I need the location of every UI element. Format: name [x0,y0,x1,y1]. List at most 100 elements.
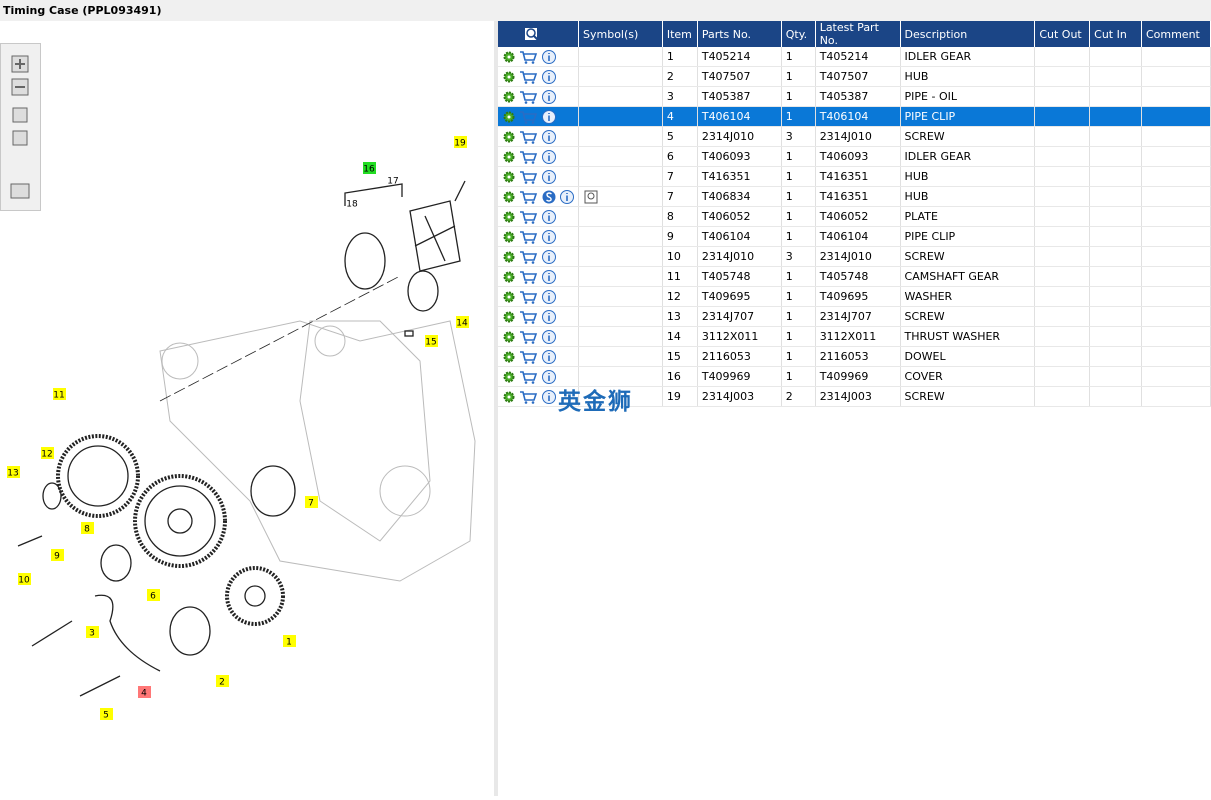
callout-label[interactable]: 4 [141,689,147,699]
column-header[interactable]: Item [662,21,698,47]
cart-wheel [531,200,535,204]
table-row[interactable]: 19 2314J003 2 2314J003 SCREW [498,386,1211,407]
cell: 1 [781,346,816,367]
cell: 1 [781,47,816,67]
callout-label[interactable]: 19 [454,139,466,149]
column-header[interactable]: Description [900,21,1036,47]
cart-icon [520,250,538,261]
column-header[interactable]: Cut In [1089,21,1142,47]
callout-label[interactable]: 6 [150,592,156,602]
gear-hole [507,55,511,58]
symbol-cell [578,246,663,267]
callout-box [138,686,151,698]
callout-label[interactable]: 7 [308,499,314,509]
actions-cell [498,186,579,207]
cart-wheel [524,180,528,184]
empty-cell [1141,326,1211,347]
gear-icon [503,371,515,382]
gear-icon [503,111,515,122]
table-row[interactable]: 2 T407507 1 T407507 HUB [498,66,1211,87]
cell: 2116053 [697,346,782,367]
callout-label[interactable]: 11 [53,391,64,401]
search-header[interactable] [498,21,579,47]
cart-icon [520,150,538,161]
callout-label[interactable]: 2 [219,678,225,688]
cart-wheel [531,120,535,124]
table-row[interactable]: 14 3112X011 1 3112X011 THRUST WASHER [498,326,1211,347]
table-row[interactable]: 4 T406104 1 T406104 PIPE CLIP [498,106,1211,127]
gear-icon [503,191,515,202]
fit-all[interactable] [12,107,28,123]
cell: SCREW [900,386,1036,407]
actions-cell [498,206,579,227]
row-icons [503,89,556,104]
table-row[interactable]: 9 T406104 1 T406104 PIPE CLIP [498,226,1211,247]
callout-label[interactable]: 3 [89,629,95,639]
table-row[interactable]: 13 2314J707 1 2314J707 SCREW [498,306,1211,327]
table-row[interactable]: 11 T405748 1 T405748 CAMSHAFT GEAR [498,266,1211,287]
row-icons [503,289,556,304]
cell: 1 [781,286,816,307]
callout-label[interactable]: 8 [84,525,90,535]
column-header[interactable]: Cut Out [1034,21,1091,47]
gear-icon [503,291,515,302]
callout-label[interactable]: 15 [425,338,436,348]
callout-label[interactable]: 14 [456,319,468,329]
callout-label[interactable]: 17 [387,177,398,187]
cell: 1 [781,306,816,327]
gear-icon [503,211,515,222]
table-row[interactable]: 6 T406093 1 T406093 IDLER GEAR [498,146,1211,167]
empty-cell [1089,226,1142,247]
table-row[interactable]: 10 2314J010 3 2314J010 SCREW [498,246,1211,267]
export[interactable] [10,183,30,199]
row-icons [503,189,574,204]
empty-cell [1141,246,1211,267]
row-icons [503,249,556,264]
empty-cell [1141,106,1211,127]
callout-label[interactable]: 13 [7,469,18,479]
column-header[interactable]: Parts No. [697,21,782,47]
empty-cell [1089,166,1142,187]
fit-window[interactable] [12,130,28,146]
empty-cell [1034,386,1091,407]
cell: CAMSHAFT GEAR [900,266,1036,287]
cell: T406093 [697,146,782,167]
gear-icon [503,391,515,402]
callout-label[interactable]: 12 [41,450,52,460]
gear-icon [503,351,515,362]
table-row[interactable]: 7 T406834 1 T416351 HUB [498,186,1211,207]
cart-wheel [531,180,535,184]
column-header[interactable]: Latest Part No. [815,21,901,47]
table-row[interactable]: 3 T405387 1 T405387 PIPE - OIL [498,86,1211,107]
table-row[interactable]: 8 T406052 1 T406052 PLATE [498,206,1211,227]
table-row[interactable]: 1 T405214 1 T405214 IDLER GEAR [498,47,1211,67]
empty-cell [1141,286,1211,307]
callout-label[interactable]: 5 [103,711,109,721]
cart-wheel [531,80,535,84]
table-row[interactable]: 16 T409969 1 T409969 COVER [498,366,1211,387]
table-row[interactable]: 15 2116053 1 2116053 DOWEL [498,346,1211,367]
empty-cell [1089,246,1142,267]
column-header[interactable]: Comment [1141,21,1211,47]
window-title: Timing Case (PPL093491) [0,0,1211,21]
engine-outline [159,320,476,582]
gear-hole [507,175,511,178]
cell: T406104 [815,226,901,247]
row-icons [503,129,556,144]
empty-cell [1089,286,1142,307]
table-row[interactable]: 5 2314J010 3 2314J010 SCREW [498,126,1211,147]
cell: T409969 [815,366,901,387]
table-row[interactable]: 12 T409695 1 T409695 WASHER [498,286,1211,307]
callout-label[interactable]: 18 [346,200,358,210]
cart-wheel [524,140,528,144]
column-header[interactable]: Symbol(s) [578,21,663,47]
table-row[interactable]: 7 T416351 1 T416351 HUB [498,166,1211,187]
callout-label[interactable]: 9 [54,552,60,562]
cell: T406052 [697,206,782,227]
column-header[interactable]: Qty. [781,21,816,47]
callout-label[interactable]: 1 [286,638,292,648]
callout-label[interactable]: 10 [18,576,30,586]
cell: 3112X011 [697,326,782,347]
callout-label[interactable]: 16 [363,165,375,175]
